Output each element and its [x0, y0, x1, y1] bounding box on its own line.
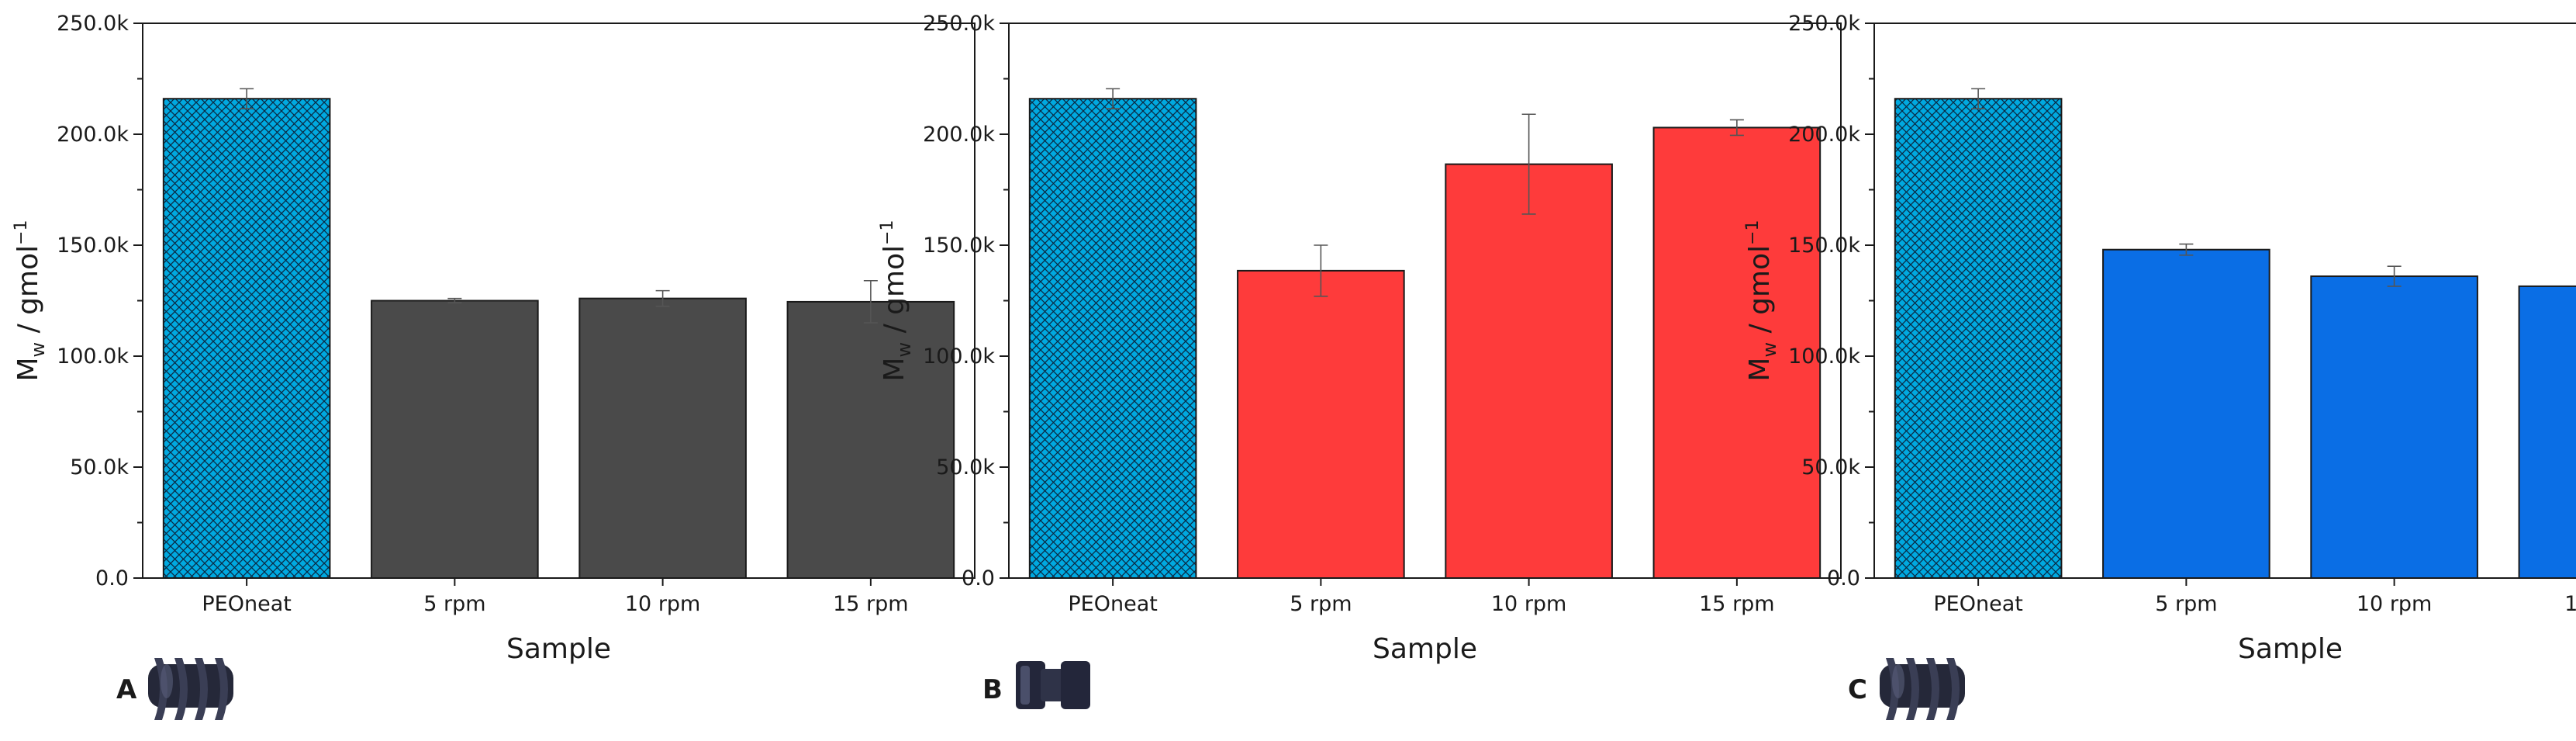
y-axis-title-sup: −1: [12, 220, 31, 244]
y-tick-label: 200.0k: [923, 123, 995, 147]
x-axis-title: Sample: [1373, 633, 1477, 665]
kneading-highlight: [1020, 666, 1030, 705]
screw-flight: [1906, 658, 1919, 720]
y-tick-label: 50.0k: [936, 455, 995, 480]
y-axis-title-sup: −1: [1743, 220, 1763, 244]
x-tick-label: PEOneat: [1068, 592, 1157, 616]
y-tick-label: 100.0k: [1788, 345, 1860, 369]
chart-panel-c: 0.0 50.0k 100.0k 150.0k 200.0k 250.0k PEOneat 5…: [1743, 12, 2576, 720]
screw-highlight: [161, 664, 173, 698]
chart-panel-a: 0.0 50.0k 100.0k 150.0k 200.0k 250.0k PEOneat 5…: [12, 12, 975, 720]
x-tick-label: 10 rpm: [1491, 592, 1566, 616]
y-tick-label: 150.0k: [1788, 234, 1860, 258]
y-tick-label: 250.0k: [1788, 12, 1860, 36]
x-tick-label: 10 rpm: [2357, 592, 2432, 616]
screw-flight: [174, 658, 188, 720]
bar-15-rpm: [2518, 285, 2576, 579]
bar-10-rpm: [2310, 275, 2478, 579]
y-axis-title-sub: w: [893, 342, 915, 358]
y-tick-label: 150.0k: [923, 234, 995, 258]
screw-flight: [1946, 658, 1960, 720]
screw-highlight: [1892, 664, 1904, 698]
bar-5-rpm: [1237, 269, 1405, 579]
panel-letter: C: [1848, 674, 1867, 705]
y-axis-title-main: M: [1744, 357, 1776, 381]
y-axis-title-sub: w: [1759, 342, 1780, 358]
x-tick-label: 15 rpm: [2564, 592, 2576, 616]
bar-peoneat: [1028, 98, 1197, 580]
kneading-block-right: [1061, 661, 1090, 709]
y-tick-label: 200.0k: [1788, 123, 1860, 147]
y-axis-title-rest: / gmol: [12, 245, 44, 342]
y-tick-label: 250.0k: [57, 12, 129, 36]
y-tick-label: 100.0k: [923, 345, 995, 369]
y-tick-label: 100.0k: [57, 345, 129, 369]
screw-element-icon: [1880, 658, 1965, 720]
x-axis-title: Sample: [2238, 633, 2343, 665]
kneading-block-middle: [1041, 669, 1065, 701]
x-tick-label: PEOneat: [1933, 592, 2022, 616]
y-tick-label: 50.0k: [70, 455, 129, 480]
screw-flight: [1926, 658, 1939, 720]
x-axis-title: Sample: [506, 633, 611, 665]
bar-15-rpm: [1652, 126, 1822, 580]
y-axis-title-main: M: [879, 357, 910, 381]
chart-panel-b: 0.0 50.0k 100.0k 150.0k 200.0k 250.0k PEOneat 5…: [878, 12, 1842, 709]
y-axis-title: Mw / gmol−1: [12, 220, 49, 381]
y-axis-title-sup: −1: [878, 220, 897, 244]
x-tick-label: 15 rpm: [1699, 592, 1774, 616]
y-tick-label: 200.0k: [57, 123, 129, 147]
bar-5-rpm: [371, 300, 539, 579]
bar-10-rpm: [578, 297, 747, 579]
x-tick-label: 10 rpm: [625, 592, 700, 616]
y-axis-title: Mw / gmol−1: [878, 220, 915, 381]
screw-flight: [215, 658, 228, 720]
y-axis-title-main: M: [12, 357, 44, 381]
bar-5-rpm: [2102, 248, 2270, 579]
y-axis-title: Mw / gmol−1: [1743, 220, 1780, 381]
y-tick-label: 0.0: [95, 566, 129, 590]
panel-letter: B: [982, 674, 1003, 705]
screw-element-icon: [148, 658, 233, 720]
screw-flight: [195, 658, 208, 720]
x-tick-label: PEOneat: [202, 592, 291, 616]
y-tick-label: 0.0: [1827, 566, 1860, 590]
y-axis-title-sub: w: [27, 342, 49, 358]
x-tick-label: 15 rpm: [833, 592, 908, 616]
kneading-element-icon: [1016, 661, 1090, 709]
bar-10-rpm: [1445, 163, 1613, 580]
y-tick-label: 50.0k: [1801, 455, 1860, 480]
y-axis-title-rest: / gmol: [1744, 245, 1776, 342]
bar-peoneat: [162, 98, 331, 580]
bar-peoneat: [1894, 98, 2063, 580]
y-axis-title-rest: / gmol: [879, 245, 910, 342]
y-tick-label: 150.0k: [57, 234, 129, 258]
x-tick-label: 5 rpm: [1290, 592, 1352, 616]
x-tick-label: 5 rpm: [2155, 592, 2217, 616]
x-tick-label: 5 rpm: [423, 592, 485, 616]
panel-letter: A: [116, 674, 137, 705]
y-tick-label: 250.0k: [923, 12, 995, 36]
y-tick-label: 0.0: [962, 566, 995, 590]
bar-15-rpm: [786, 300, 955, 579]
